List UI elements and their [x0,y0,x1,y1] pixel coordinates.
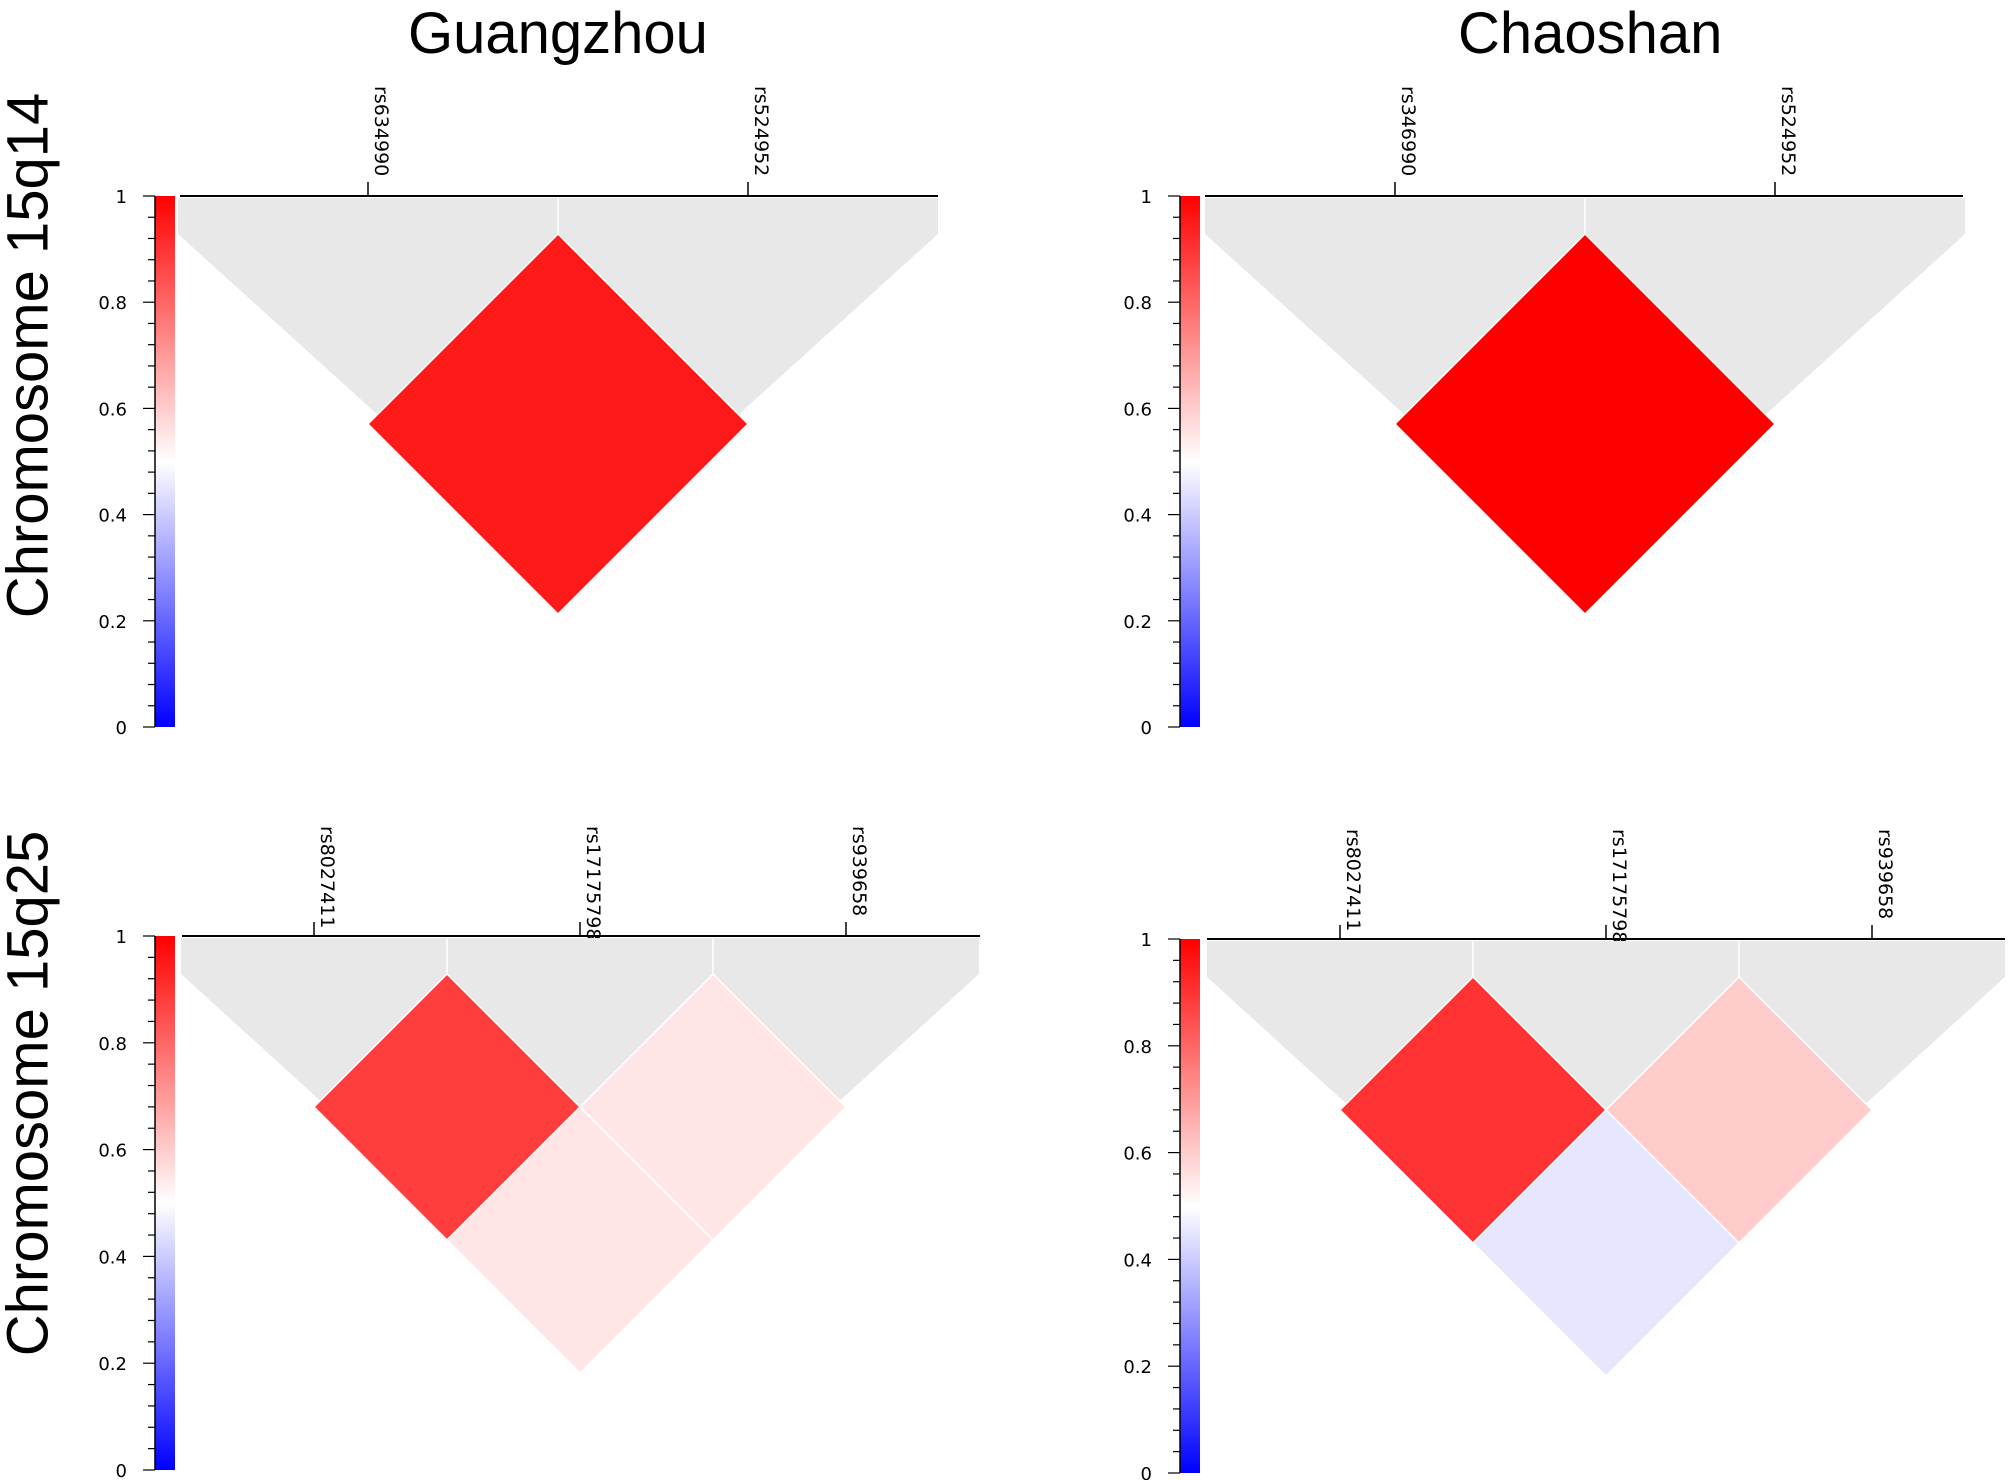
colorbar-tick-label: 0.6 [98,1141,127,1162]
colorbar [1180,196,1200,727]
colorbar-tick-label: 0.2 [1123,1357,1152,1378]
colorbar-tick-label: 0.2 [98,1354,127,1375]
ld-cell [1471,1108,1741,1378]
colorbar-tick-label: 1 [116,187,127,208]
colorbar-tick-label: 0.4 [98,1247,127,1268]
ld-cell [366,232,750,616]
colorbar-tick-label: 0 [116,718,127,739]
colorbar-tick-label: 0.8 [98,293,127,314]
colorbar-tick-label: 0 [1141,1464,1152,1480]
snp-label: rs8027411 [316,826,338,928]
ld-cell [1393,232,1777,616]
colorbar-tick-label: 0.8 [1123,293,1152,314]
colorbar [155,936,175,1470]
colorbar-tick-label: 0.2 [98,612,127,633]
ld-cell [445,1105,715,1375]
colorbar-tick-label: 0 [1141,718,1152,739]
column-title-chaoshan: Chaoshan [1458,1,1723,66]
snp-label: rs939658 [1874,829,1896,919]
colorbar-tick-label: 0.2 [1123,612,1152,633]
colorbar-tick-label: 0.6 [1123,399,1152,420]
colorbar-tick-label: 0.6 [98,399,127,420]
colorbar [1180,939,1200,1473]
colorbar-tick-label: 0.4 [98,506,127,527]
snp-label: rs524952 [1777,86,1799,176]
colorbar-tick-label: 0.4 [1123,1250,1152,1271]
colorbar [155,196,175,727]
snp-label: rs17175798 [1608,829,1630,943]
colorbar-tick-label: 0.6 [1123,1144,1152,1165]
snp-label: rs346990 [1397,86,1419,176]
colorbar-tick-label: 0 [116,1461,127,1480]
colorbar-tick-label: 0.8 [98,1034,127,1055]
snp-label: rs939658 [848,826,870,916]
colorbar-tick-label: 0.8 [1123,1037,1152,1058]
colorbar-tick-label: 1 [116,927,127,948]
snp-label: rs8027411 [1342,829,1364,931]
snp-label: rs634990 [370,86,392,176]
snp-label: rs17175798 [582,826,604,940]
colorbar-tick-label: 0.4 [1123,506,1152,527]
colorbar-tick-label: 1 [1141,187,1152,208]
colorbar-tick-label: 1 [1141,930,1152,951]
column-title-guangzhou: Guangzhou [408,1,708,66]
snp-label: rs524952 [750,86,772,176]
